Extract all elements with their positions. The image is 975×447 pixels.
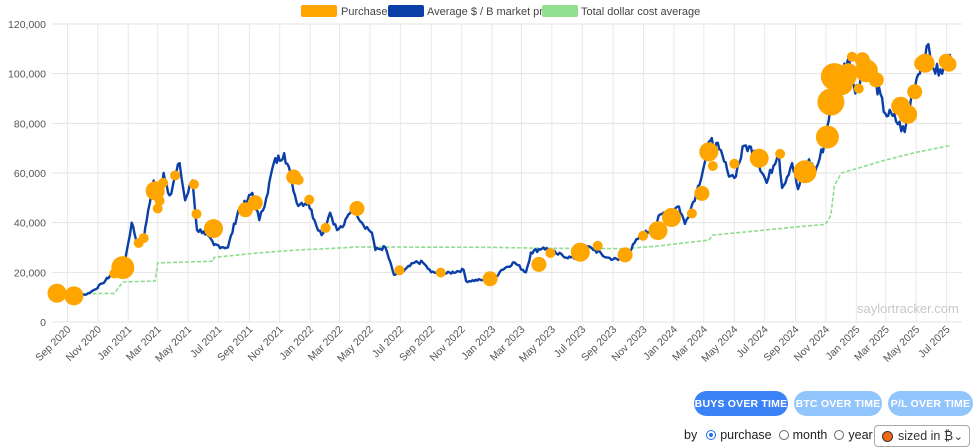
purchase-bubble[interactable] [138, 233, 149, 244]
legend-label-dca[interactable]: Total dollar cost average [581, 6, 700, 18]
purchase-bubble[interactable] [793, 160, 817, 184]
chart-grid [52, 23, 962, 323]
purchase-bubble[interactable] [707, 161, 718, 171]
purchase-bubble[interactable] [853, 83, 864, 94]
x-tick-label: Jul 2025 [916, 324, 953, 361]
purchase-bubble[interactable] [545, 248, 556, 258]
radio-month[interactable]: month [778, 428, 828, 442]
purchase-bubble[interactable] [570, 242, 590, 262]
purchase-bubble[interactable] [699, 142, 719, 162]
purchase-bubble[interactable] [817, 88, 845, 116]
purchase-bubble[interactable] [152, 203, 163, 214]
purchase-bubble[interactable] [64, 286, 84, 306]
purchase-bubble[interactable] [694, 185, 710, 201]
chart-legend: Purchases Average $ / B market price Tot… [301, 5, 700, 18]
purchase-bubble[interactable] [247, 195, 263, 211]
purchase-bubble[interactable] [854, 59, 878, 83]
purchase-bubble[interactable] [170, 170, 181, 181]
grouping-controls: by purchase month year [684, 428, 880, 442]
purchase-bubble[interactable] [815, 125, 839, 149]
purchase-bubble[interactable] [482, 271, 498, 287]
legend-label-purchases[interactable]: Purchases [341, 6, 393, 18]
purchases-chart: 020,00040,00060,00080,000100,000120,000 … [8, 5, 962, 365]
y-tick-label: 0 [40, 317, 46, 329]
purchase-bubble[interactable] [111, 256, 135, 280]
radio-purchase[interactable]: purchase [706, 428, 772, 442]
legend-swatch-market-price[interactable] [388, 5, 424, 17]
purchase-bubble[interactable] [592, 240, 603, 251]
purchase-bubble[interactable] [304, 194, 315, 205]
purchase-bubble[interactable] [820, 63, 848, 91]
y-tick-label: 20,000 [14, 267, 46, 279]
size-select[interactable]: sized in ₿ ⌄ [874, 425, 970, 447]
purchase-bubble[interactable] [191, 209, 202, 219]
purchase-bubble[interactable] [638, 230, 649, 241]
pl-over-time-button[interactable]: P/L OVER TIME [888, 391, 973, 416]
radio-year-label: year [848, 428, 873, 442]
y-tick-label: 120,000 [8, 19, 46, 31]
purchase-bubble[interactable] [846, 51, 857, 62]
radio-purchase-label: purchase [720, 428, 772, 442]
legend-swatch-dca[interactable] [542, 5, 578, 17]
y-tick-label: 40,000 [14, 218, 46, 230]
purchase-bubble[interactable] [394, 265, 405, 276]
watermark: saylortracker.com [857, 301, 959, 316]
purchase-bubble[interactable] [907, 84, 923, 100]
radio-year-indicator[interactable] [834, 430, 845, 440]
size-swatch-icon [882, 430, 893, 442]
legend-label-market-price[interactable]: Average $ / B market price [427, 6, 557, 18]
purchase-bubble[interactable] [749, 148, 769, 168]
legend-swatch-purchases[interactable] [301, 5, 337, 17]
purchase-bubble[interactable] [286, 169, 302, 185]
purchase-bubble[interactable] [145, 181, 165, 201]
purchase-bubble[interactable] [662, 208, 681, 227]
purchase-markers [47, 51, 957, 306]
purchase-bubble[interactable] [915, 53, 935, 73]
radio-month-label: month [792, 428, 828, 442]
purchase-bubble[interactable] [686, 208, 697, 219]
purchase-bubble[interactable] [349, 201, 365, 216]
by-label: by [684, 428, 698, 442]
purchase-bubble[interactable] [47, 283, 67, 303]
radio-year[interactable]: year [834, 428, 873, 442]
purchase-bubble[interactable] [617, 247, 633, 263]
purchase-bubble[interactable] [775, 148, 786, 159]
purchase-bubble[interactable] [531, 256, 547, 272]
purchase-bubble[interactable] [729, 158, 740, 169]
purchase-bubble[interactable] [648, 221, 668, 241]
buys-over-time-button[interactable]: BUYS OVER TIME [694, 391, 788, 416]
purchase-bubble[interactable] [189, 179, 199, 190]
purchase-bubble[interactable] [435, 267, 446, 278]
y-tick-label: 100,000 [8, 69, 46, 81]
purchase-bubble[interactable] [204, 219, 223, 239]
chevron-down-icon: ⌄ [953, 430, 963, 443]
y-axis-labels: 0 20,000 40,000 60,000 80,000 100,000 120,000 [8, 19, 46, 329]
radio-purchase-indicator[interactable] [706, 430, 717, 440]
y-tick-label: 60,000 [14, 168, 46, 180]
y-tick-label: 80,000 [14, 118, 46, 130]
btc-over-time-button[interactable]: BTC OVER TIME [794, 391, 882, 416]
purchase-bubble[interactable] [320, 222, 331, 233]
purchase-bubble[interactable] [941, 56, 957, 72]
radio-month-indicator[interactable] [778, 430, 789, 440]
size-select-value: sized in ₿ [898, 429, 954, 443]
purchase-bubble[interactable] [898, 104, 918, 124]
